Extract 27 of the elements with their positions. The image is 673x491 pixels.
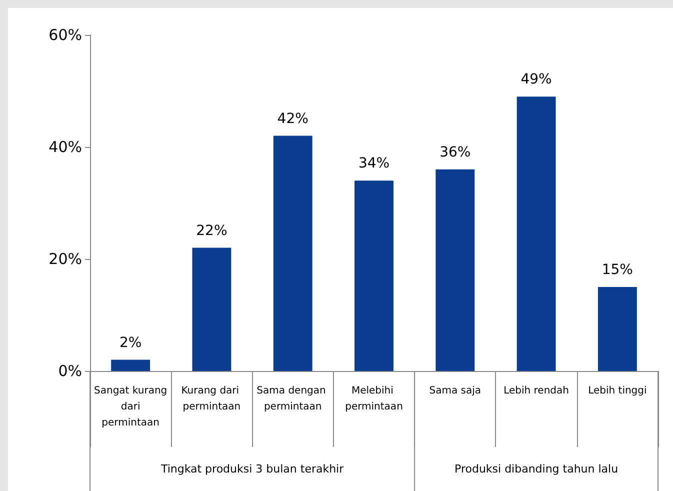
y-tick-label: 40% [48,138,82,156]
data-label: 15% [602,262,633,278]
x-tick-label: Sama dengan permintaan [256,386,330,412]
x-tick-label: Sangat kurang dari permintaan [94,386,168,428]
bar [516,96,556,371]
bar [273,136,312,371]
y-tick-label: 60% [48,26,82,44]
text: Produksi dibanding tahun lalu [454,462,618,476]
bar [436,169,475,371]
data-label: 42% [277,110,308,127]
data-label: 22% [196,222,228,239]
x-tick-label: Lebih rendah [504,386,569,396]
x-tick-label: Kurang dari permintaan [181,386,242,412]
data-label: 2% [119,334,142,351]
y-tick-label: 20% [48,250,82,268]
x-tick-label: Sama saja [429,386,482,396]
text: Tingkat produksi 3 bulan terakhir [160,462,344,476]
bar [598,287,637,371]
data-label: 34% [358,156,390,172]
x-tick-label: Melebihi permintaan [345,386,403,412]
bar [354,180,394,371]
data-label: 36% [440,144,471,160]
y-tick-label: 0% [58,362,82,380]
data-label: 49% [520,72,552,88]
bar [192,248,232,371]
bar [111,360,150,371]
x-tick-label: Lebih tinggi [588,386,647,396]
